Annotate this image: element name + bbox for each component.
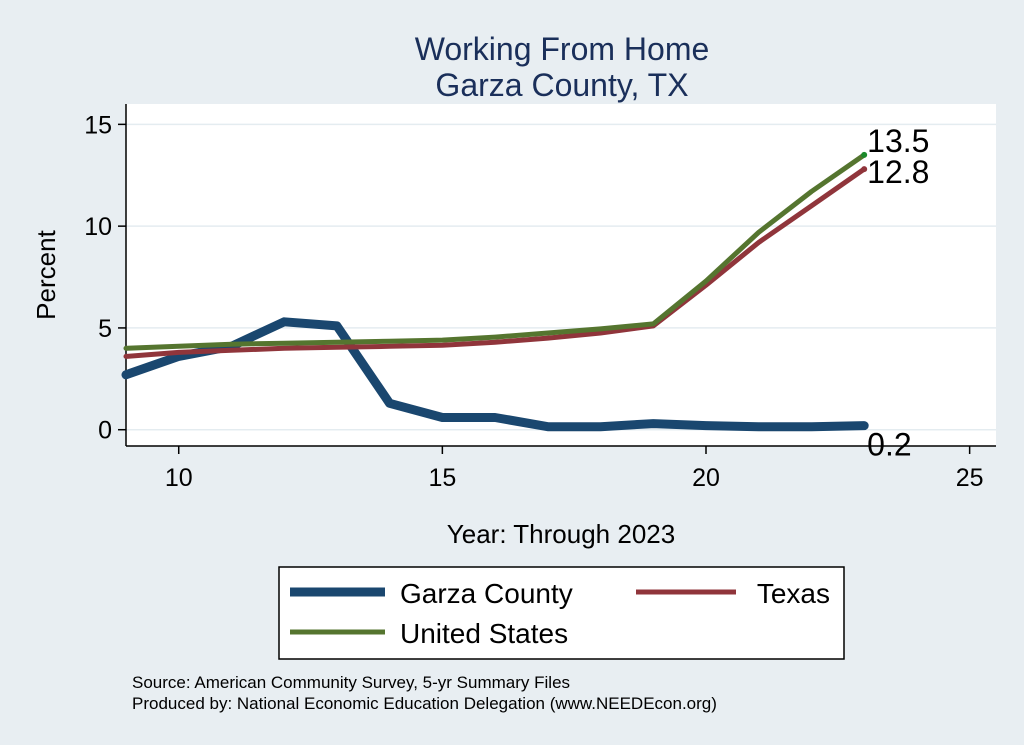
y-tick-label-10: 10 xyxy=(84,213,112,241)
series-end-point-garza-county xyxy=(861,422,868,429)
end-labels: 0.2 12.813.5 xyxy=(867,123,929,463)
series-line-garza-county xyxy=(121,317,869,432)
end-label-united-states: 13.5 xyxy=(867,123,929,159)
producer-note: Produced by: National Economic Education… xyxy=(132,694,717,713)
y-tick-label-0: 0 xyxy=(98,417,112,445)
chart-title: Working From Home xyxy=(415,31,710,67)
y-tick-label-15: 15 xyxy=(84,111,112,139)
y-axis-ticks: 0 5 10 15 xyxy=(84,111,126,445)
chart-subtitle: Garza County, TX xyxy=(435,67,688,103)
series-line-united-states xyxy=(123,152,867,351)
x-tick-label-15: 15 xyxy=(428,464,456,492)
series-line-texas xyxy=(123,166,867,359)
plot-area xyxy=(126,104,996,446)
x-tick-label-10: 10 xyxy=(165,464,193,492)
end-label-texas: 12.8 xyxy=(867,154,929,190)
legend-label-garza-county: Garza County xyxy=(400,578,573,609)
series-end-point-united-states xyxy=(861,151,868,158)
x-axis-title: Year: Through 2023 xyxy=(447,519,675,549)
legend-box xyxy=(278,566,845,660)
legend: Garza County Texas United States xyxy=(278,566,845,660)
x-axis-ticks: 10 15 20 25 xyxy=(165,446,984,492)
source-note: Source: American Community Survey, 5-yr … xyxy=(132,673,570,692)
x-tick-label-25: 25 xyxy=(956,464,984,492)
y-tick-label-5: 5 xyxy=(98,315,112,343)
series-end-point-texas xyxy=(861,166,868,173)
legend-label-texas: Texas xyxy=(757,578,830,609)
legend-label-united-states: United States xyxy=(400,618,568,649)
series-layer xyxy=(121,151,869,432)
end-label-garza-county: 0.2 xyxy=(867,427,911,463)
x-tick-label-20: 20 xyxy=(692,464,720,492)
y-axis-title: Percent xyxy=(31,229,61,319)
